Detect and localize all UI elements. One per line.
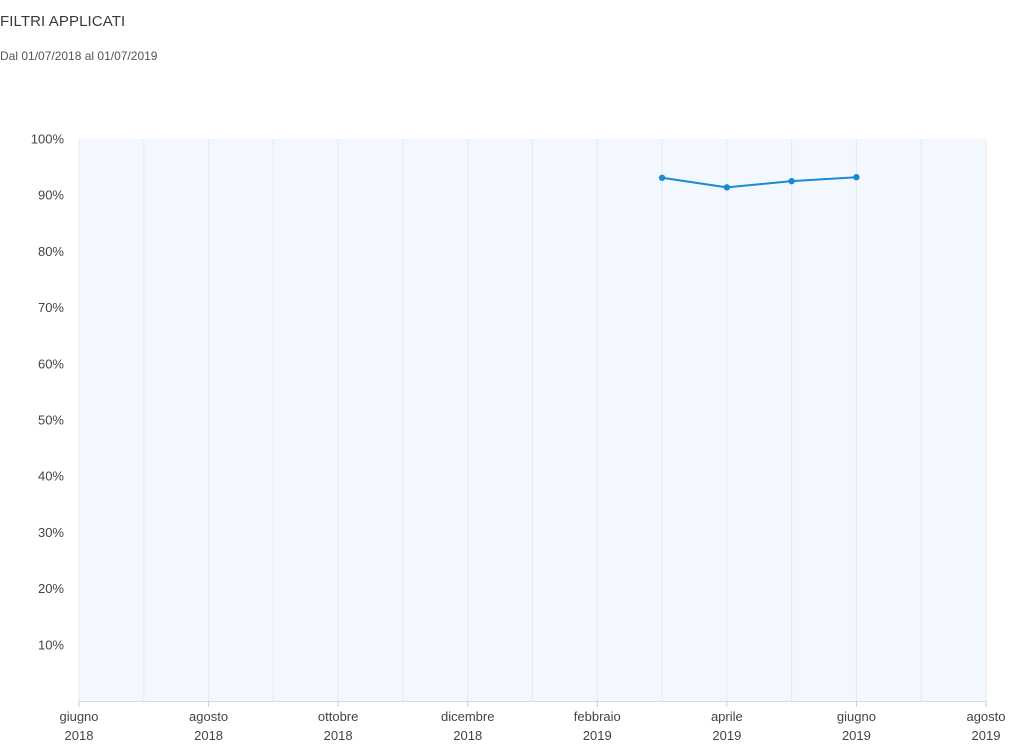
x-tick-label: ottobre 2018 (318, 709, 358, 743)
x-tick-label: agosto 2019 (966, 709, 1005, 743)
x-tick-label: dicembre 2018 (441, 709, 494, 743)
x-tick-label: giugno 2019 (837, 709, 876, 743)
y-tick-label: 60% (38, 356, 64, 371)
grid-lines (78, 139, 987, 701)
series-layer (658, 174, 860, 191)
x-tick-label: agosto 2018 (189, 709, 228, 743)
x-tick-label: giugno 2018 (59, 709, 98, 743)
data-point (853, 174, 860, 181)
y-tick-label: 100% (31, 132, 65, 147)
axes: 10% 20% 30% 40% 50% 60% 70% 80% 90% 100% giugno 201… (31, 132, 1006, 744)
data-point (723, 184, 731, 191)
x-tick-label: febbraio 2019 (574, 709, 621, 743)
y-tick-label: 30% (38, 525, 64, 540)
series-line (661, 176, 858, 189)
y-tick-label: 40% (38, 469, 64, 484)
y-tick-label: 20% (38, 581, 64, 596)
y-tick-label: 80% (38, 244, 64, 259)
data-point (658, 174, 666, 181)
y-tick-label: 50% (38, 413, 64, 428)
date-range-subtitle: Dal 01/07/2018 al 01/07/2019 (0, 49, 158, 63)
page-title: FILTRI APPLICATI (0, 13, 126, 30)
x-tick-label: aprile 2019 (711, 709, 743, 743)
y-tick-label: 70% (38, 300, 64, 315)
data-point (788, 177, 795, 185)
y-tick-label: 90% (38, 188, 64, 203)
y-tick-label: 10% (38, 637, 64, 652)
